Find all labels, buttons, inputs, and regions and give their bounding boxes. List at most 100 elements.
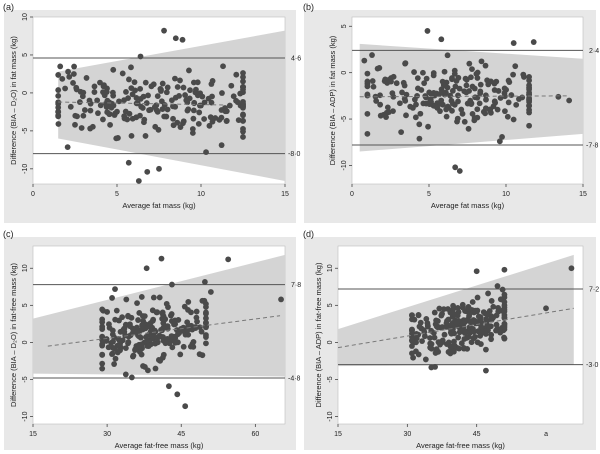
data-point (99, 365, 106, 372)
data-point (566, 97, 573, 104)
data-point (410, 354, 416, 361)
data-point (112, 286, 118, 292)
data-point (423, 100, 430, 107)
data-point (71, 63, 77, 70)
data-point (449, 75, 455, 81)
data-point (240, 117, 246, 124)
data-point (240, 74, 246, 81)
data-point (370, 83, 377, 90)
data-point (430, 72, 437, 79)
data-point (125, 159, 132, 166)
data-point (164, 84, 171, 91)
panel-letter: (d) (303, 229, 314, 239)
data-point (499, 286, 506, 293)
data-point (455, 74, 462, 81)
x-tick-label: 5 (427, 191, 431, 198)
data-point (62, 85, 68, 92)
data-point (455, 334, 462, 341)
data-point (74, 113, 80, 120)
data-point (402, 60, 409, 67)
data-point (425, 123, 431, 130)
data-point (471, 317, 478, 324)
data-point (137, 95, 144, 102)
data-point (197, 90, 204, 97)
data-point (228, 82, 235, 89)
data-point (196, 109, 203, 116)
data-point (225, 256, 232, 263)
data-point (67, 103, 74, 110)
data-point (219, 90, 225, 96)
data-point (87, 107, 94, 114)
data-point (445, 316, 452, 323)
y-axis-title: Difference (BIA – ADP) in fat-free mass … (314, 262, 323, 407)
data-point (233, 97, 239, 104)
data-point (57, 63, 64, 70)
x-tick-label: 10 (197, 191, 205, 198)
data-point (135, 178, 142, 184)
data-point (106, 321, 112, 328)
data-point (159, 80, 166, 87)
data-point (482, 92, 489, 99)
data-point (176, 93, 182, 99)
y-tick-label: -10 (22, 411, 29, 421)
data-point (473, 268, 480, 275)
data-point (185, 299, 192, 305)
plot-content (352, 28, 583, 174)
data-point (113, 135, 120, 142)
data-point (152, 365, 159, 372)
data-point (237, 90, 244, 97)
data-point (420, 69, 426, 76)
data-point (438, 36, 445, 43)
data-point (138, 341, 145, 348)
x-tick-label: 30 (403, 431, 411, 438)
data-point (422, 356, 429, 363)
data-point (162, 316, 168, 322)
data-point (109, 89, 116, 96)
data-point (132, 346, 139, 353)
data-point (182, 331, 189, 338)
data-point (440, 81, 447, 88)
panel-d: 15 30 45 a -10 -5 0 5 10 7·2 -3·0 Average fat-free … (303, 229, 599, 450)
y-tick-label: 5 (341, 24, 348, 28)
data-point (179, 36, 186, 43)
data-point (512, 63, 519, 70)
data-point (431, 334, 438, 341)
y-tick-label: -5 (22, 128, 29, 134)
data-point (208, 99, 215, 106)
data-point (441, 331, 448, 338)
data-point (454, 115, 461, 122)
data-point (112, 355, 119, 362)
data-point (190, 343, 197, 350)
x-tick-label: 15 (334, 431, 342, 438)
lower-limit-label: -7·8 (586, 143, 599, 150)
data-point (451, 342, 458, 349)
data-point (416, 121, 423, 128)
data-point (461, 345, 467, 352)
data-point (504, 113, 511, 120)
data-point (206, 122, 213, 129)
data-point (414, 75, 421, 81)
data-point (112, 316, 119, 323)
data-point (526, 122, 532, 129)
data-point (466, 313, 472, 320)
data-point (382, 76, 389, 83)
data-point (122, 345, 129, 352)
data-point (508, 92, 515, 98)
bias-regression-line (338, 307, 574, 349)
data-point (421, 80, 428, 87)
data-point (468, 101, 475, 107)
data-point (469, 66, 475, 73)
data-point (109, 100, 115, 107)
data-point (203, 149, 209, 156)
data-point (201, 116, 208, 122)
data-point (169, 344, 176, 351)
data-point (477, 88, 484, 95)
data-point (466, 318, 472, 324)
data-point (129, 91, 136, 98)
data-point (377, 101, 384, 108)
data-point (501, 299, 508, 305)
data-point (174, 339, 181, 346)
data-point (466, 60, 473, 67)
data-point (129, 325, 136, 332)
data-point (135, 317, 141, 323)
